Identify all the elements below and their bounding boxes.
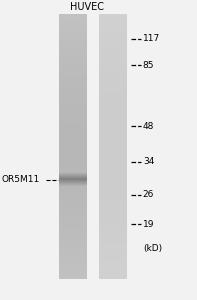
Text: OR5M11: OR5M11 [2, 175, 40, 184]
Text: 48: 48 [143, 122, 154, 131]
Text: 26: 26 [143, 190, 154, 199]
Text: HUVEC: HUVEC [70, 2, 104, 12]
Text: (kD): (kD) [143, 244, 162, 253]
Text: 85: 85 [143, 61, 154, 70]
Text: 117: 117 [143, 34, 160, 43]
Text: 19: 19 [143, 220, 154, 229]
Text: 34: 34 [143, 158, 154, 166]
